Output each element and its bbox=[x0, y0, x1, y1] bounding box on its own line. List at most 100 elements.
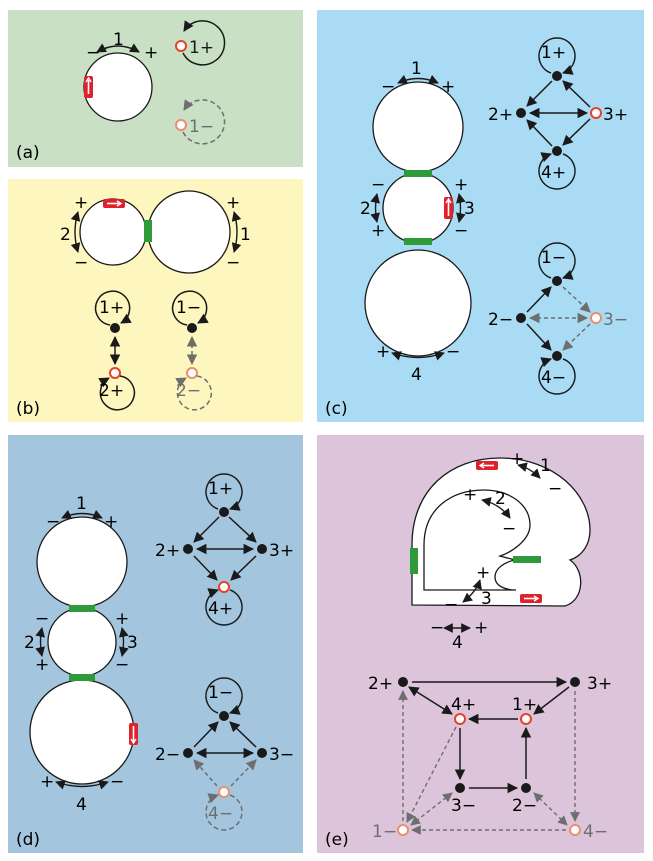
arc-arrow-3 bbox=[462, 579, 482, 603]
node-label-3plus: 3+ bbox=[587, 674, 612, 694]
edge-4m-3m bbox=[230, 759, 257, 787]
arc-arrow-3 bbox=[456, 193, 466, 223]
node-1plus bbox=[520, 713, 532, 725]
plus-sign-4: + bbox=[474, 618, 488, 638]
node-label-2plus: 2+ bbox=[155, 541, 180, 561]
node-1plus bbox=[219, 507, 229, 517]
edge-2m-4m bbox=[526, 323, 552, 351]
plus-sign-3: + bbox=[454, 175, 468, 195]
self-loop-1minus bbox=[182, 99, 226, 145]
node-2minus bbox=[516, 313, 526, 323]
node-label-1plus: 1+ bbox=[512, 695, 537, 715]
node-1minus bbox=[219, 711, 229, 721]
edge-1m-3m bbox=[562, 286, 591, 313]
arc-label-3: 3 bbox=[464, 199, 475, 219]
node-label-3minus: 3− bbox=[269, 745, 294, 765]
node-label-4minus: 4− bbox=[583, 822, 608, 842]
node-label-2plus: 2+ bbox=[368, 674, 393, 694]
arc-label-2: 2 bbox=[24, 633, 35, 653]
arc-label-4: 4 bbox=[76, 795, 87, 815]
self-loop-4plus bbox=[538, 152, 576, 190]
minus-sign-3: − bbox=[444, 595, 458, 615]
node-label-1plus: 1+ bbox=[99, 298, 124, 318]
minus-sign-1: − bbox=[381, 77, 395, 97]
node-2plus bbox=[183, 544, 193, 554]
minus-sign-3: − bbox=[454, 221, 468, 241]
arc-label-2: 2 bbox=[495, 489, 506, 509]
node-3minus bbox=[590, 312, 602, 324]
node-1minus bbox=[552, 276, 562, 286]
node-label-2minus: 2− bbox=[155, 745, 180, 765]
node-4minus bbox=[552, 351, 562, 361]
panel-label-e: (e) bbox=[325, 830, 349, 850]
panel-b: 2 + − 1 + − 1+ 2+ 1− 2− (b) bbox=[8, 179, 303, 422]
minus-sign-1: − bbox=[46, 512, 60, 532]
green-connector-left bbox=[410, 548, 418, 574]
edge-3m-1m bbox=[410, 792, 453, 826]
node-4plus bbox=[552, 146, 562, 156]
node-3minus bbox=[455, 783, 465, 793]
minus-sign-1: − bbox=[226, 253, 240, 273]
node-4plus bbox=[454, 713, 466, 725]
arc-label-3: 3 bbox=[481, 589, 492, 609]
minus-sign-4: − bbox=[446, 342, 460, 362]
plus-sign-2: + bbox=[35, 655, 49, 675]
node-label-1plus: 1+ bbox=[541, 43, 566, 63]
panel-e: 1 + − 2 + − 3 + − 4 − + 2+ 3+ 4+ 1+ 3− 2… bbox=[317, 435, 644, 853]
cell-2 bbox=[47, 607, 117, 677]
self-loop-1plus bbox=[205, 473, 243, 511]
node-2minus bbox=[521, 783, 531, 793]
edge-3p-1p bbox=[533, 686, 570, 715]
arc-arrow-4 bbox=[391, 351, 445, 361]
self-loop-4minus bbox=[205, 793, 243, 831]
minus-sign-2: − bbox=[502, 519, 516, 539]
node-label-1minus: 1− bbox=[372, 822, 397, 842]
node-2minus bbox=[183, 748, 193, 758]
node-3plus bbox=[570, 677, 580, 687]
edge-2p-4p bbox=[408, 686, 453, 715]
node-label-3minus: 3− bbox=[603, 310, 628, 330]
node-label-4minus: 4− bbox=[208, 804, 233, 824]
arc-arrow-1 bbox=[397, 74, 439, 84]
node-label-2minus: 2− bbox=[488, 310, 513, 330]
edge-4p-2p bbox=[526, 119, 553, 147]
node-3plus bbox=[257, 544, 267, 554]
edge-2m-1m bbox=[526, 286, 552, 313]
node-label-3minus: 3− bbox=[451, 796, 476, 816]
node-2plus bbox=[398, 677, 408, 687]
node-4minus bbox=[569, 824, 581, 836]
green-connector-top bbox=[69, 605, 95, 612]
edge-3m-1m bbox=[229, 721, 257, 748]
plus-sign-3: + bbox=[115, 609, 129, 629]
cell-4 bbox=[29, 679, 135, 785]
node-2plus bbox=[109, 367, 121, 379]
plus-sign-2: + bbox=[463, 485, 477, 505]
self-loop-1minus bbox=[205, 677, 243, 715]
node-1plus bbox=[110, 323, 120, 333]
edge-3m-4m bbox=[562, 323, 591, 351]
arc-arrow-2 bbox=[481, 497, 511, 519]
plus-sign-1: + bbox=[226, 193, 240, 213]
plus-sign-2: + bbox=[74, 193, 88, 213]
node-label-1minus: 1− bbox=[189, 117, 214, 137]
self-loop-2plus bbox=[98, 375, 136, 411]
arc-label-1: 1 bbox=[76, 494, 87, 514]
node-2minus bbox=[186, 367, 198, 379]
panel-a: 1 − + 1+ 1− (a) bbox=[8, 10, 303, 167]
minus-sign: − bbox=[86, 43, 100, 63]
edge-1p-2p bbox=[526, 80, 553, 107]
plus-sign-4: + bbox=[376, 342, 390, 362]
arc-label-1: 1 bbox=[540, 456, 551, 476]
node-label-3plus: 3+ bbox=[603, 105, 628, 125]
minus-sign-4: − bbox=[110, 772, 124, 792]
self-loop-1minus bbox=[538, 242, 576, 280]
node-label-4minus: 4− bbox=[541, 368, 566, 388]
edge-3p-1p bbox=[562, 80, 591, 108]
cell-2 bbox=[382, 172, 454, 244]
node-label-2minus: 2− bbox=[176, 381, 201, 401]
self-loop-1plus bbox=[538, 37, 576, 75]
node-label-1minus: 1− bbox=[541, 248, 566, 268]
arc-arrow-1 bbox=[517, 462, 541, 479]
node-label-1minus: 1− bbox=[176, 298, 201, 318]
